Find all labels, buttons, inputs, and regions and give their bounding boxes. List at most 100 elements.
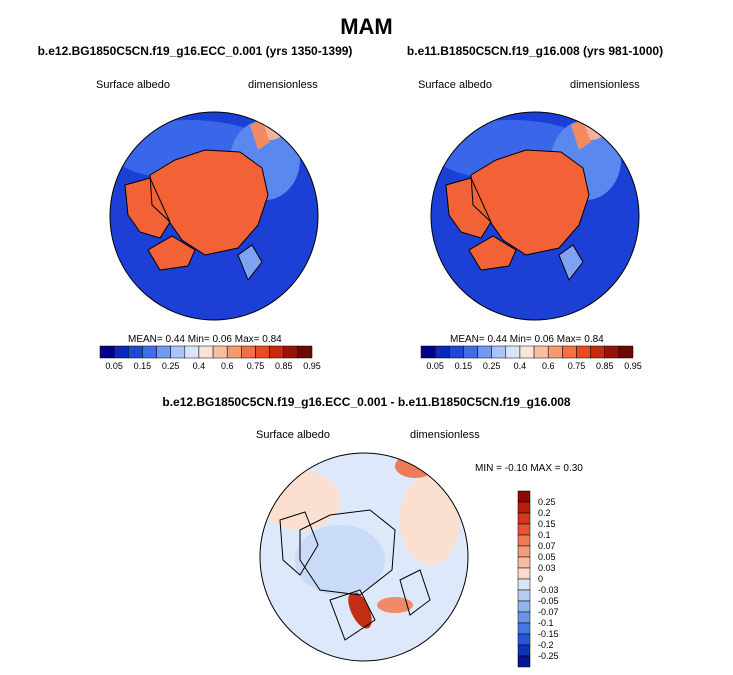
- diff-colorbar-tick-label: 0.03: [538, 563, 556, 573]
- diff-min-label: MIN =: [475, 463, 502, 474]
- diff-coastline-2: [279, 511, 431, 641]
- panel1-colorbar-tick-label: 0.15: [134, 361, 152, 371]
- diff-warm-patch-east: [400, 475, 460, 565]
- panel1-variable-label: Surface albedo: [96, 79, 170, 91]
- panel1-case-title: b.e12.BG1850C5CN.f19_g16.ECC_0.001 (yrs …: [37, 44, 353, 58]
- panel2-colorbar-swatch: [604, 345, 620, 359]
- diff-colorbar-tick-label: 0: [538, 574, 543, 584]
- diff-colorbar-tick-label: -0.2: [538, 640, 554, 650]
- diff-colorbar-swatch: [517, 490, 531, 503]
- panel2-colorbar-swatch: [434, 345, 450, 359]
- panel1-colorbar-swatch: [113, 345, 129, 359]
- diff-max-value: 0.30: [563, 463, 583, 474]
- panel2-colorbar-tick-label: 0.6: [542, 361, 555, 371]
- panel2-greenland-snow: [469, 236, 516, 270]
- panel1-coastline: [149, 149, 269, 256]
- diff-colorbar-swatch: [517, 523, 531, 536]
- diff-colorbar-swatch: [517, 589, 531, 602]
- panel2-colorbar-swatch: [477, 345, 492, 359]
- panel2-siberia-snow: [571, 120, 591, 150]
- diff-colorbar-tick-label: -0.03: [538, 585, 559, 595]
- panel1-europe-land: [238, 245, 262, 280]
- panel1-coastline-2: [124, 177, 263, 281]
- panel1-colorbar-tick-label: 0.25: [162, 361, 180, 371]
- panel2-max-label: Max=: [556, 334, 582, 345]
- diff-units-label: dimensionless: [410, 429, 480, 441]
- panel2-colorbar-swatch: [533, 345, 549, 359]
- panel2-min-label: Min=: [509, 334, 532, 345]
- diff-colorbar-swatch: [517, 600, 531, 613]
- diff-colorbar-swatch: [517, 534, 531, 547]
- diff-warm-patch-west: [260, 470, 340, 530]
- diff-colorbar-tick-label: 0.1: [538, 530, 551, 540]
- panel2-colorbar-tick-label: 0.4: [514, 361, 527, 371]
- panel2-colorbar-tick-label: 0.75: [568, 361, 586, 371]
- panel1-colorbar-swatch: [198, 345, 214, 359]
- diff-colorbar-swatch: [517, 633, 531, 646]
- panel2-min-value: 0.06: [534, 334, 554, 345]
- diff-colorbar-swatch: [517, 567, 531, 580]
- panel2-colorbar: 0.05 0.15 0.25 0.4 0.6 0.75 0.85 0.95: [420, 345, 642, 371]
- panel2-units-label: dimensionless: [570, 79, 640, 91]
- panel2-stats: MEAN= 0.44 Min= 0.06 Max= 0.84: [450, 334, 604, 345]
- panel2-max-value: 0.84: [584, 334, 604, 345]
- panel2-mean-label: MEAN=: [450, 334, 485, 345]
- diff-colorbar-swatch: [517, 545, 531, 558]
- panel1-colorbar-swatch: [156, 345, 171, 359]
- panel1-colorbar-tick-label: 0.85: [275, 361, 293, 371]
- panel2-sea-ice: [471, 150, 589, 255]
- diff-colorbar-swatch: [517, 655, 531, 668]
- panel1-colorbar-swatch: [255, 345, 270, 359]
- diff-colorbar-tick-label: -0.25: [538, 651, 559, 661]
- panel1-colorbar-tick-label: 0.95: [303, 361, 321, 371]
- panel1-colorbar-swatch: [283, 345, 299, 359]
- panel1-colorbar-tick-label: 0.75: [247, 361, 265, 371]
- figure-title: MAM: [340, 14, 393, 39]
- diff-colorbar-tick-label: 0.05: [538, 552, 556, 562]
- panel1-colorbar-swatch: [269, 345, 284, 359]
- panel2-colorbar-swatch: [576, 345, 591, 359]
- panel1-max-label: Max=: [234, 334, 260, 345]
- diff-colorbar-tick-label: 0.2: [538, 508, 551, 518]
- panel1-colorbar-swatch: [170, 345, 186, 359]
- panel2-colorbar-tick-label: 0.05: [426, 361, 444, 371]
- panel1-colorbar-tick-label: 0.05: [105, 361, 123, 371]
- panel1-mean-label: MEAN=: [128, 334, 163, 345]
- panel1-mean-value: 0.44: [165, 334, 185, 345]
- panel1-colorbar-swatch: [226, 345, 242, 359]
- panel1-stats: MEAN= 0.44 Min= 0.06 Max= 0.84: [128, 334, 282, 345]
- panel1-min-value: 0.06: [212, 334, 232, 345]
- diff-colorbar-swatch: [517, 501, 531, 514]
- panel2-mean-value: 0.44: [487, 334, 507, 345]
- panel1-colorbar-swatch: [142, 345, 157, 359]
- diff-colorbar-tick-label: 0.07: [538, 541, 556, 551]
- panel1-canada-snow: [125, 178, 170, 238]
- panel2-colorbar-swatch: [491, 345, 507, 359]
- diff-colorbar-swatch: [517, 578, 531, 591]
- diff-colorbar-swatch: [517, 644, 531, 657]
- panel2-colorbar-swatch: [590, 345, 605, 359]
- panel2-colorbar-swatch: [562, 345, 577, 359]
- panel1-colorbar: 0.05 0.15 0.25 0.4 0.6 0.75 0.85 0.95: [99, 345, 321, 371]
- panel1-polar-map: [110, 112, 318, 320]
- diff-min-value: -0.10: [504, 463, 528, 474]
- panel2-colorbar-tick-label: 0.25: [483, 361, 501, 371]
- diff-colorbar-swatch: [517, 622, 531, 635]
- panel1-colorbar-swatch: [241, 345, 256, 359]
- diff-hotspot-europe: [377, 597, 413, 613]
- panel2-colorbar-swatch: [519, 345, 535, 359]
- diff-max-label: MAX =: [530, 463, 561, 474]
- panel2-colorbar-tick-label: 0.15: [455, 361, 473, 371]
- panel1-colorbar-swatch: [297, 345, 313, 359]
- diff-hotspot-central: [348, 591, 372, 629]
- panel2-colorbar-swatch: [463, 345, 478, 359]
- panel1-siberia-snow: [250, 120, 270, 150]
- panel1-units-label: dimensionless: [248, 79, 318, 91]
- panel1-max-value: 0.84: [262, 334, 282, 345]
- diff-colorbar-swatch: [517, 512, 531, 525]
- diff-colorbar-tick-label: 0.15: [538, 519, 556, 529]
- panel1-map-border: [109, 111, 319, 321]
- diff-variable-label: Surface albedo: [256, 429, 330, 441]
- panel2-polar-map: [431, 112, 639, 320]
